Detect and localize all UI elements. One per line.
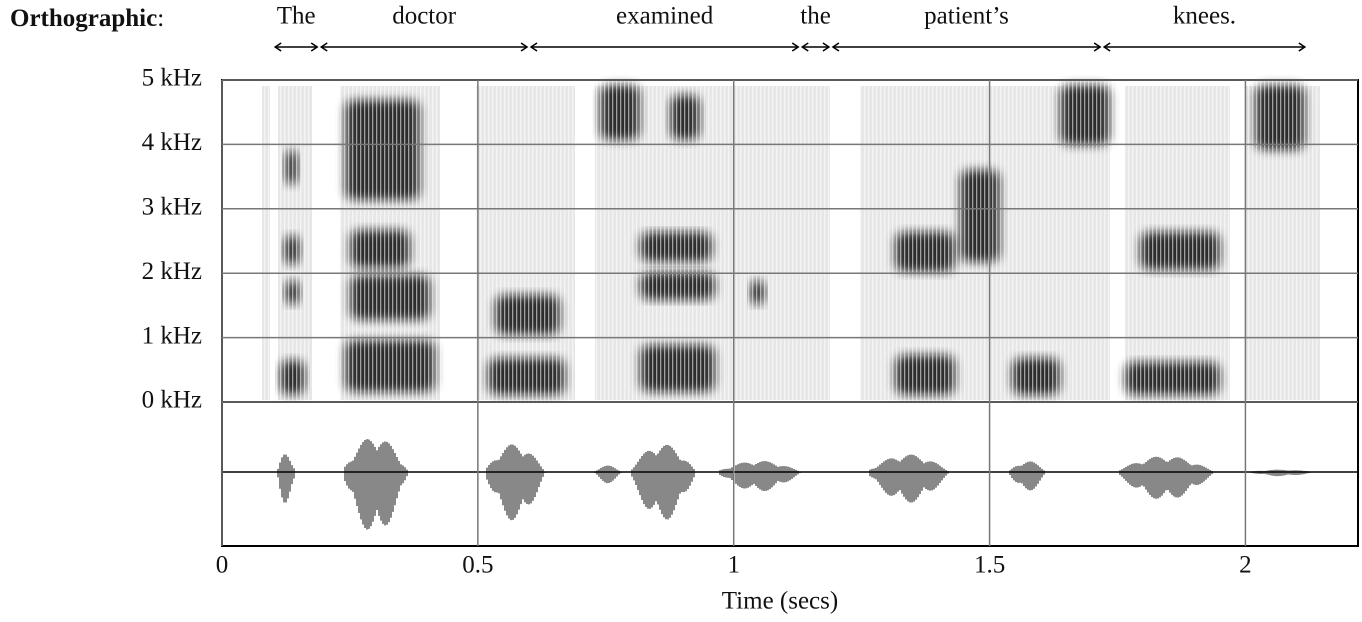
span-head-left: [800, 42, 809, 52]
x-tick-label: 1: [727, 552, 740, 579]
span-head-right: [1298, 42, 1307, 52]
spectrogram-texture: [222, 80, 1358, 402]
y-tick-label: 3 kHz: [142, 194, 202, 221]
y-tick-label: 1 kHz: [142, 322, 202, 349]
x-tick-label: 1.5: [974, 552, 1005, 579]
word-label: patient’s: [924, 3, 1009, 30]
x-tick-label: 0.5: [462, 552, 493, 579]
row-label-text: Orthographic: [10, 5, 157, 32]
word-label: the: [800, 3, 831, 30]
span-head-left: [529, 42, 538, 52]
span-head-right: [1093, 42, 1102, 52]
span-head-right: [520, 42, 529, 52]
span-head-right: [822, 42, 831, 52]
y-tick-label: 5 kHz: [142, 65, 202, 92]
y-tick-label: 4 kHz: [142, 129, 202, 156]
span-head-right: [310, 42, 319, 52]
word-label: The: [277, 3, 316, 30]
word-label: doctor: [392, 3, 457, 30]
x-axis-label: Time (secs): [722, 588, 838, 615]
y-tick-label: 2 kHz: [142, 258, 202, 285]
word-label: knees.: [1173, 3, 1236, 30]
span-head-left: [319, 42, 328, 52]
span-head-left: [831, 42, 840, 52]
span-head-left: [273, 42, 282, 52]
x-tick-label: 0: [216, 552, 229, 579]
word-label: examined: [616, 3, 714, 30]
y-tick-label: 0 kHz: [142, 387, 202, 414]
row-label: Orthographic:: [10, 5, 164, 32]
waveform: [277, 439, 1315, 530]
waveform-trace: [277, 439, 1315, 530]
row-label-suffix: :: [157, 5, 164, 32]
span-head-right: [791, 42, 800, 52]
span-head-left: [1102, 42, 1111, 52]
stripe-overlay: [222, 80, 1358, 402]
x-tick-label: 2: [1239, 552, 1252, 579]
